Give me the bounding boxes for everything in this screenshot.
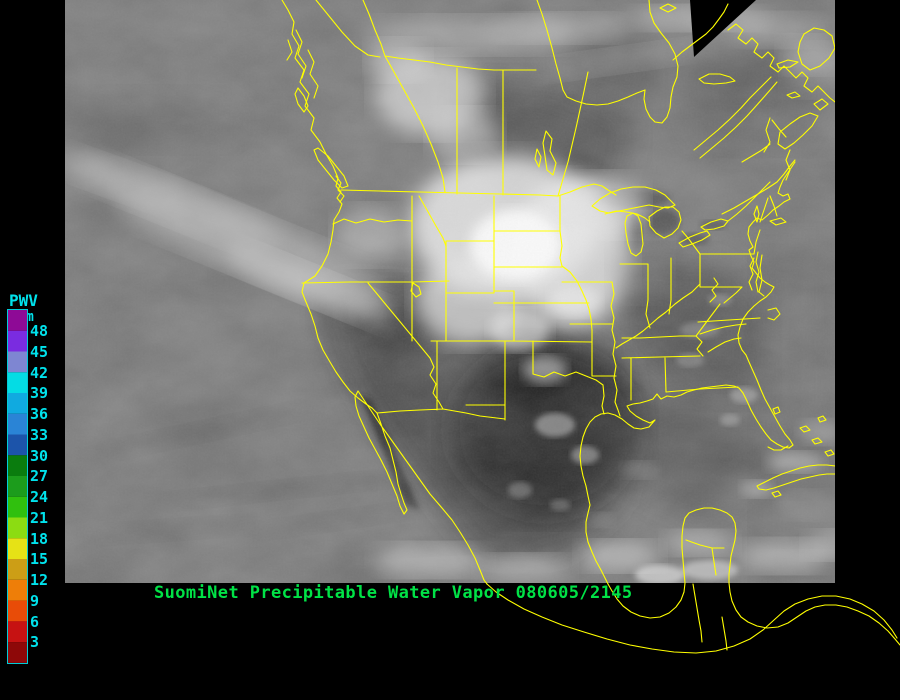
colorbar-label: 33 bbox=[30, 426, 48, 444]
pwv-legend: PWV mm 48 45 42 39 36 bbox=[7, 291, 48, 664]
colorbar-swatch bbox=[8, 413, 27, 435]
colorbar-label: 48 bbox=[30, 322, 48, 340]
vancouver-island bbox=[294, 87, 349, 189]
colorbar-border bbox=[7, 309, 28, 664]
lake-winnipeg bbox=[534, 130, 557, 176]
colorbar-swatch bbox=[8, 476, 27, 497]
alaska-fjords bbox=[286, 0, 381, 99]
colorbar-label: 9 bbox=[30, 592, 39, 610]
colorbar-swatch bbox=[8, 559, 27, 580]
central-america-borders bbox=[685, 539, 728, 651]
colorbar-swatch bbox=[8, 600, 27, 622]
west-state-borders bbox=[301, 195, 593, 421]
no-data-triangle bbox=[690, 0, 756, 57]
mexico-pacific-coast bbox=[486, 583, 898, 654]
colorbar-swatch bbox=[8, 538, 27, 560]
colorbar-swatch bbox=[8, 517, 27, 539]
colorbar-swatch bbox=[8, 621, 27, 643]
colorbar-swatch bbox=[8, 330, 27, 352]
plains-state-borders bbox=[493, 195, 617, 415]
ungava-labrador-coast bbox=[672, 3, 836, 103]
map-borders bbox=[281, 0, 900, 654]
newfoundland bbox=[797, 27, 836, 71]
chesapeake-delmarva bbox=[748, 251, 781, 321]
cuba-outline bbox=[756, 464, 837, 498]
colorbar-label: 24 bbox=[30, 488, 48, 506]
colorbar-label: 30 bbox=[30, 447, 48, 465]
colorbar-label: 39 bbox=[30, 384, 48, 402]
gulf-atlantic-coastline bbox=[579, 161, 796, 585]
colorbar-label: 36 bbox=[30, 405, 48, 423]
florida-keys bbox=[767, 445, 789, 451]
colorbar-swatch bbox=[8, 642, 27, 663]
image-title: SuomiNet Precipitable Water Vapor 080605… bbox=[154, 583, 633, 603]
bahamas-islands bbox=[799, 415, 835, 457]
colorbar-labels: 48 45 42 39 36 33 30 27 24 21 18 15 12 9… bbox=[30, 322, 48, 651]
colorbar-label: 27 bbox=[30, 467, 48, 485]
colorbar-label: 42 bbox=[30, 364, 48, 382]
colorbar-swatch bbox=[8, 393, 27, 414]
great-lakes bbox=[591, 181, 771, 257]
colorbar-label: 18 bbox=[30, 530, 48, 548]
us-canada-border bbox=[335, 175, 617, 203]
colorbar-swatch bbox=[8, 310, 27, 331]
colorbar-swatch bbox=[8, 351, 27, 373]
colorbar-label: 12 bbox=[30, 571, 48, 589]
satellite-image bbox=[65, 0, 835, 583]
st-lawrence-maritimes bbox=[693, 59, 829, 163]
legend-colorbar bbox=[7, 309, 28, 664]
colorbar-swatch bbox=[8, 455, 27, 477]
east-state-borders bbox=[604, 149, 796, 417]
lake-okeechobee bbox=[772, 406, 781, 415]
film-grain bbox=[65, 0, 835, 583]
pacific-coastline bbox=[281, 0, 378, 414]
legend-title: PWV bbox=[9, 291, 38, 310]
colorbar-swatch bbox=[8, 434, 27, 456]
colorbar-swatch bbox=[8, 496, 27, 518]
colorbar-label: 21 bbox=[30, 509, 48, 527]
colorbar-label: 3 bbox=[30, 633, 39, 651]
baja-california bbox=[354, 390, 488, 585]
colorbar-label: 15 bbox=[30, 550, 48, 568]
canada-borders bbox=[362, 0, 589, 197]
colorbar-swatch bbox=[8, 579, 27, 601]
colorbar-swatch bbox=[8, 372, 27, 394]
yucatan-coastline bbox=[607, 507, 900, 646]
colorbar-label: 45 bbox=[30, 343, 48, 361]
colorbar-label: 6 bbox=[30, 613, 39, 631]
